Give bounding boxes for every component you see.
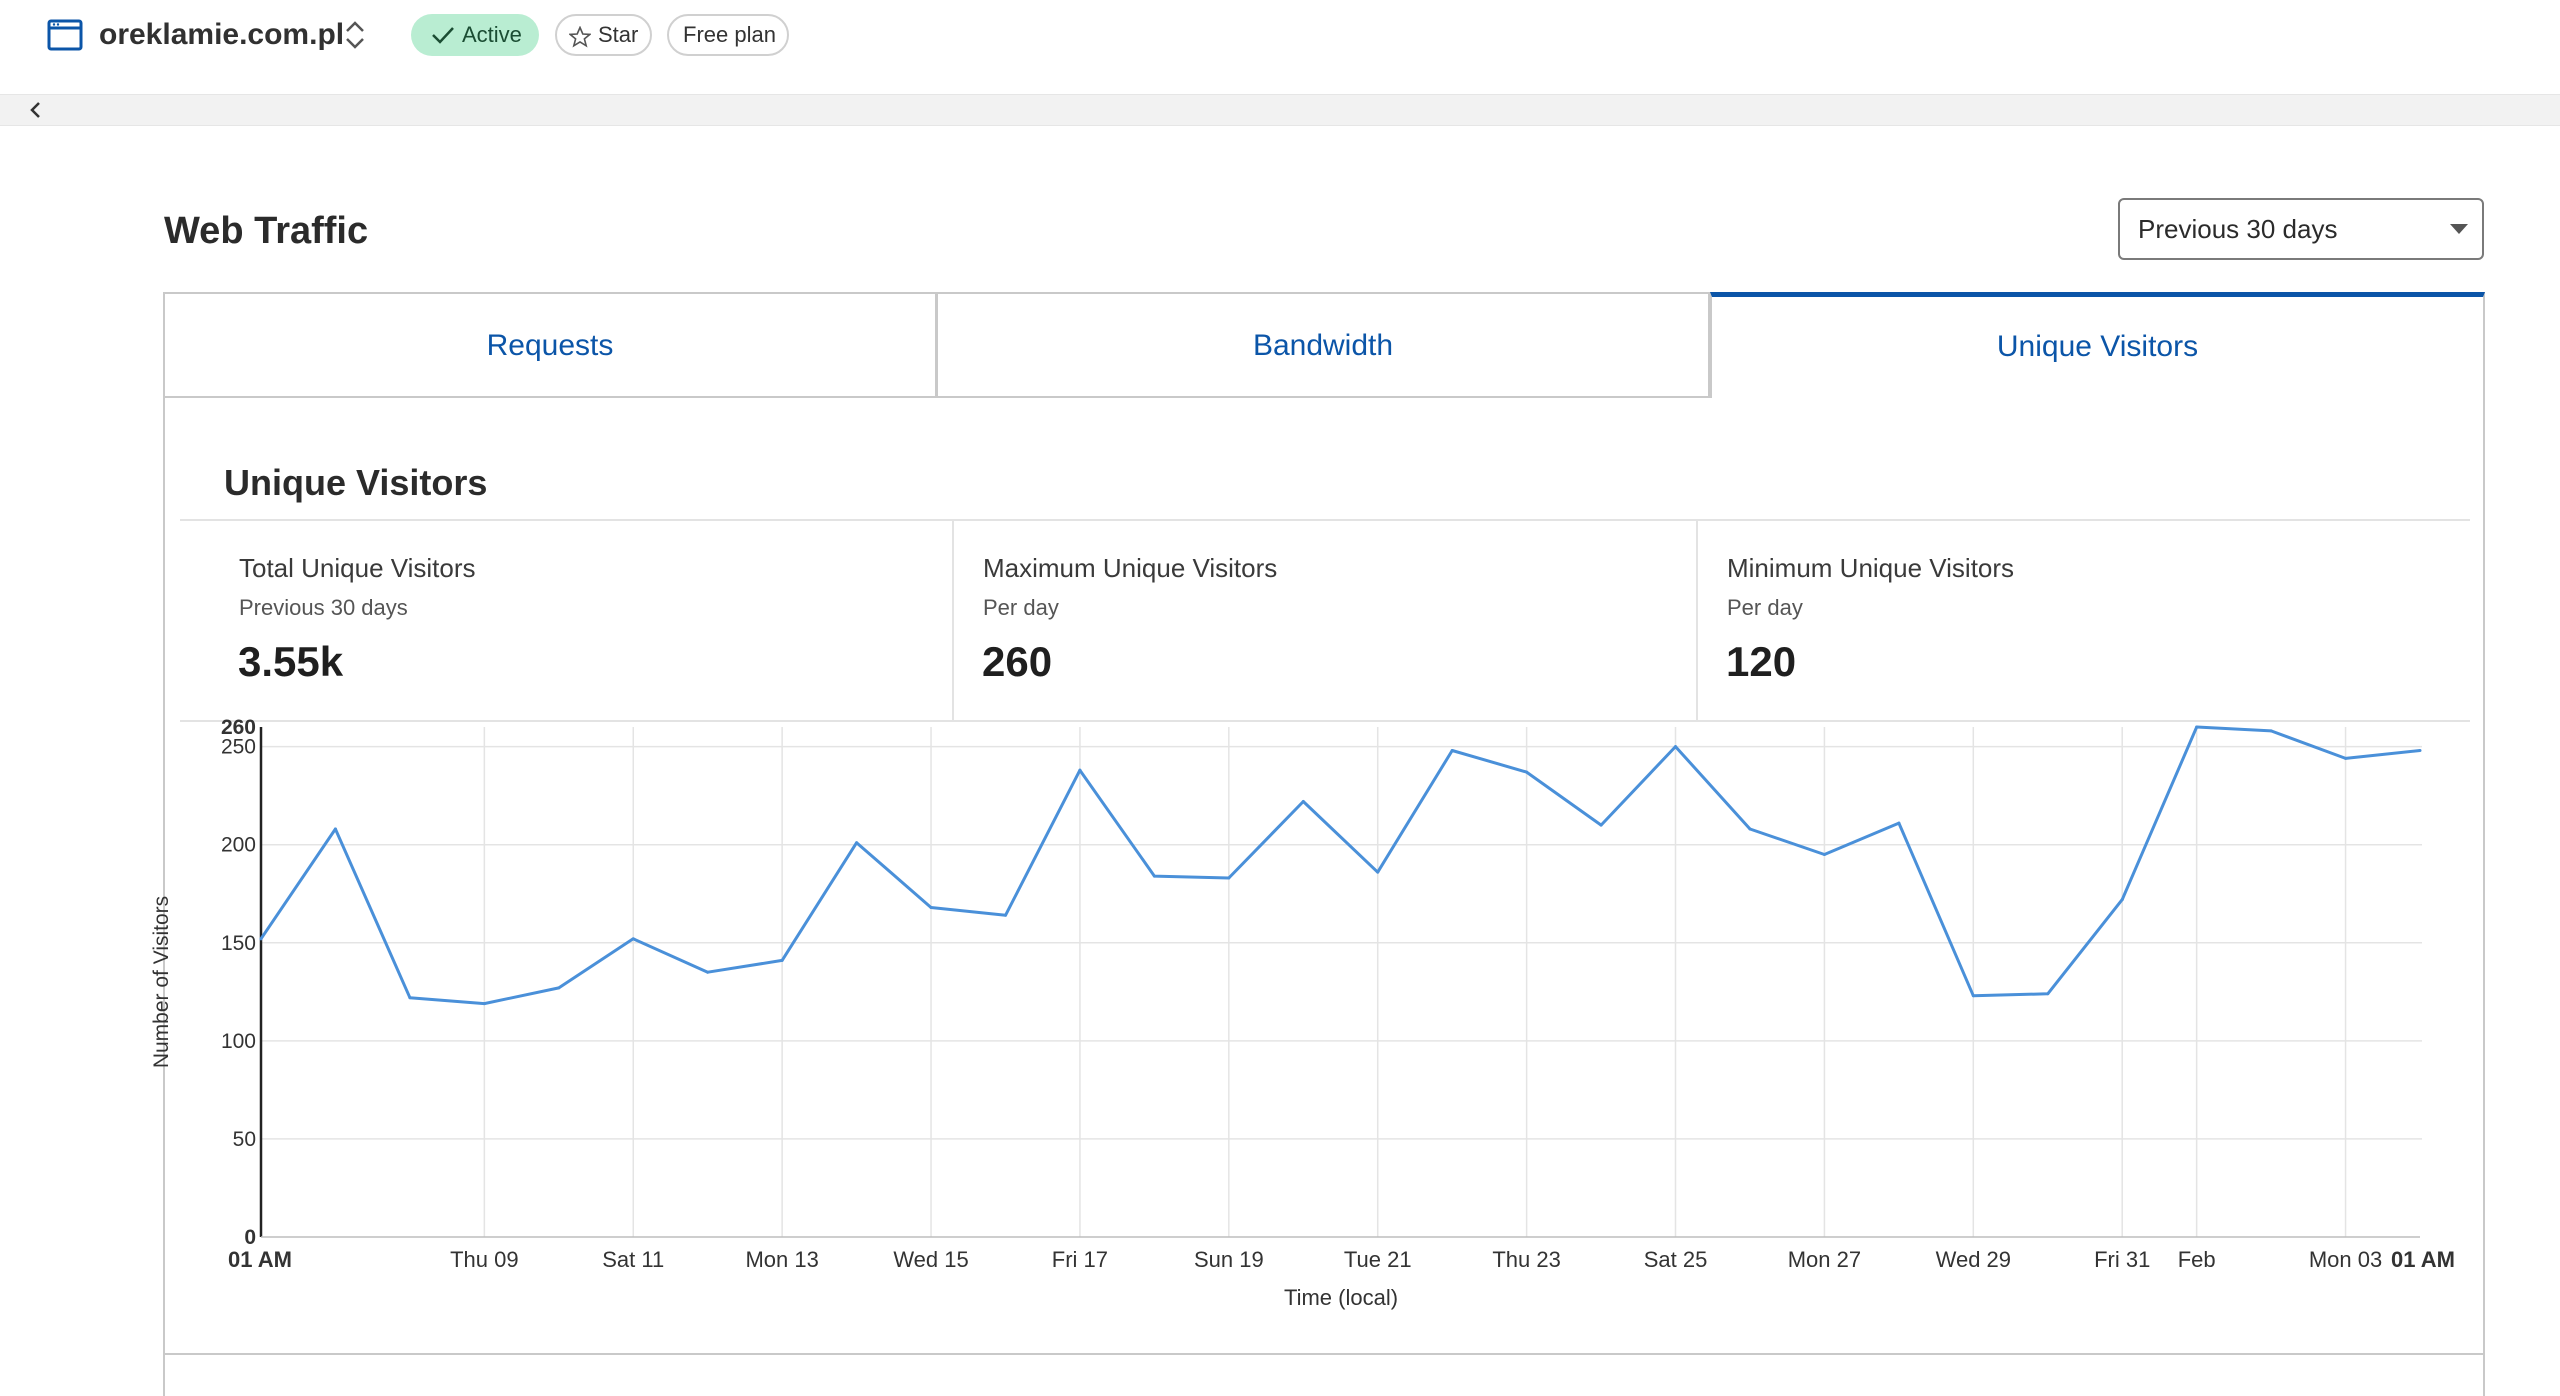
divider <box>180 519 2470 521</box>
date-range-value: Previous 30 days <box>2138 214 2338 244</box>
divider <box>163 1353 2485 1355</box>
chevron-left-icon[interactable] <box>24 99 48 121</box>
divider <box>952 520 954 721</box>
status-label: Active <box>462 22 522 47</box>
plan-label: Free plan <box>683 22 776 47</box>
stat-min-value: 120 <box>1726 638 1797 685</box>
caret-down-icon <box>2450 224 2468 234</box>
stat-total-sub: Previous 30 days <box>239 595 408 620</box>
divider <box>1696 520 1698 721</box>
page-title: Web Traffic <box>164 210 369 252</box>
star-label: Star <box>598 22 639 47</box>
stat-max-sub: Per day <box>983 595 1059 620</box>
top-bar: oreklamie.com.pl Active Star Free plan <box>0 0 2560 94</box>
tab-bandwidth[interactable]: Bandwidth <box>936 292 1710 398</box>
stat-max-value: 260 <box>982 638 1053 685</box>
status-badge: Active <box>411 14 539 56</box>
tab-requests[interactable]: Requests <box>163 292 937 398</box>
plan-badge[interactable]: Free plan <box>667 14 789 56</box>
stat-min-label: Minimum Unique Visitors <box>1727 553 2015 583</box>
site-domain[interactable]: oreklamie.com.pl <box>99 18 345 51</box>
stat-max-label: Maximum Unique Visitors <box>983 553 1278 583</box>
browser-window-icon <box>47 19 83 51</box>
section-title: Unique Visitors <box>224 462 488 503</box>
divider <box>180 720 2470 722</box>
star-button[interactable]: Star <box>555 14 652 56</box>
stat-min-sub: Per day <box>1727 595 1803 620</box>
date-range-select[interactable]: Previous 30 days <box>2118 198 2484 260</box>
content-card <box>163 396 2485 1396</box>
star-icon <box>569 26 591 48</box>
stat-total-label: Total Unique Visitors <box>239 553 476 583</box>
tab-unique-visitors[interactable]: Unique Visitors <box>1710 292 2485 398</box>
stat-total-value: 3.55k <box>238 638 344 685</box>
check-icon <box>432 27 454 44</box>
sidebar-collapse-bar <box>0 94 2560 126</box>
metric-tabs: Requests Bandwidth Unique Visitors <box>163 292 2485 398</box>
chevron-updown-icon[interactable] <box>340 17 370 53</box>
